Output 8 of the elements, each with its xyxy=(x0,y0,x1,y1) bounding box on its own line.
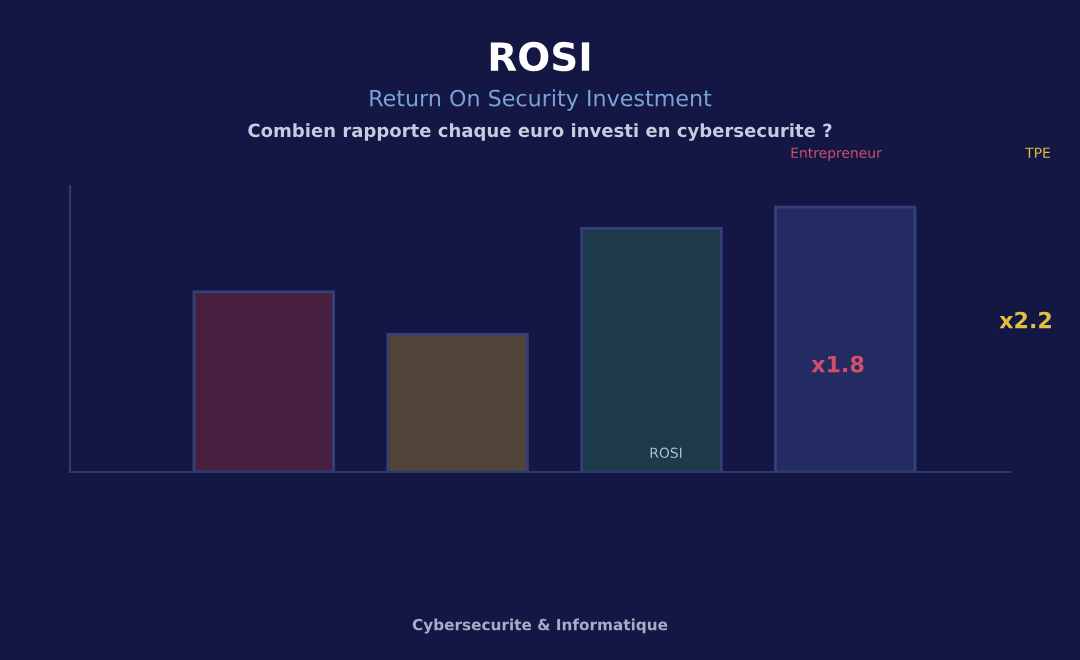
chart-title: ROSI xyxy=(490,41,590,72)
annotation: x1.8 xyxy=(811,355,864,373)
bar xyxy=(580,226,723,472)
bar xyxy=(774,205,917,472)
annotation: x2.2 xyxy=(999,311,1051,329)
chart-subtitle: Return On Security Investment Combien rapporte chaque euro investi en cybersecurite ? xyxy=(248,89,832,141)
bar xyxy=(386,332,529,472)
bar xyxy=(192,290,335,472)
